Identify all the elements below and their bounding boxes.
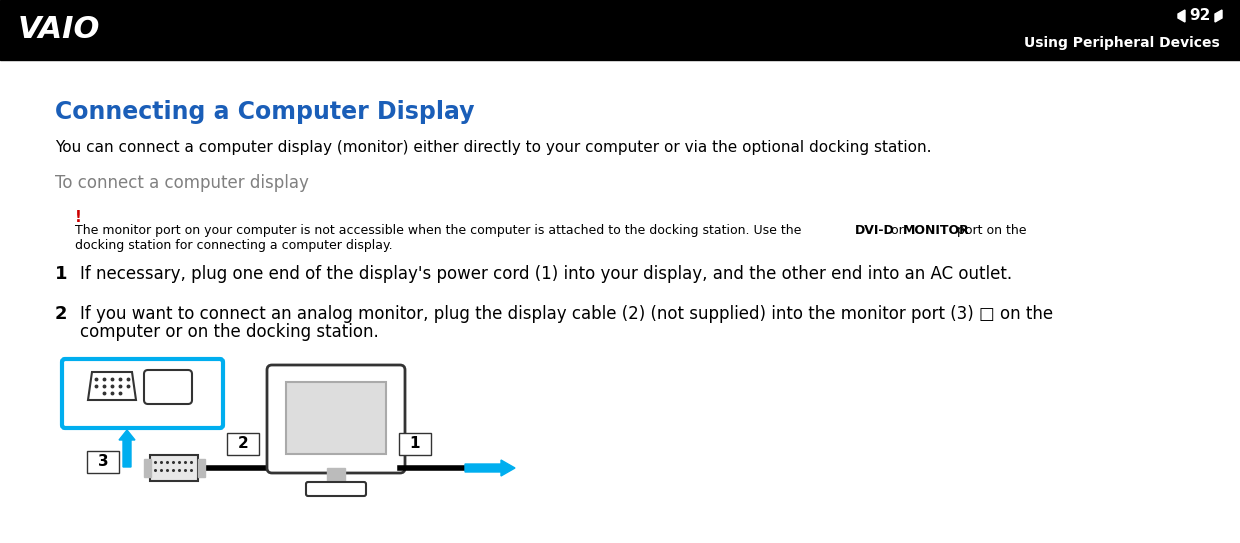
Text: If necessary, plug one end of the display's power cord (1) into your display, an: If necessary, plug one end of the displa… — [81, 265, 1012, 283]
Text: You can connect a computer display (monitor) either directly to your computer or: You can connect a computer display (moni… — [55, 140, 931, 155]
FancyBboxPatch shape — [306, 482, 366, 496]
FancyBboxPatch shape — [267, 365, 405, 473]
Bar — [327, 468, 345, 486]
FancyBboxPatch shape — [144, 370, 192, 404]
Polygon shape — [1215, 10, 1221, 22]
FancyArrow shape — [465, 460, 515, 476]
Text: 3: 3 — [98, 454, 108, 470]
Text: 1: 1 — [55, 265, 67, 283]
Text: The monitor port on your computer is not accessible when the computer is attache: The monitor port on your computer is not… — [74, 224, 805, 237]
FancyArrow shape — [119, 430, 135, 467]
FancyBboxPatch shape — [87, 451, 119, 473]
Text: MONITOR: MONITOR — [903, 224, 970, 237]
Text: 2: 2 — [55, 305, 67, 323]
Bar — [198, 459, 205, 477]
Text: VAIO: VAIO — [19, 16, 100, 45]
Text: DVI-D: DVI-D — [856, 224, 895, 237]
Text: port on the: port on the — [954, 224, 1027, 237]
Text: computer or on the docking station.: computer or on the docking station. — [81, 323, 378, 341]
Text: If you want to connect an analog monitor, plug the display cable (2) (not suppli: If you want to connect an analog monitor… — [81, 305, 1053, 323]
Text: or: or — [887, 224, 908, 237]
Text: 2: 2 — [238, 437, 248, 451]
FancyBboxPatch shape — [227, 433, 259, 455]
FancyBboxPatch shape — [399, 433, 432, 455]
Text: 92: 92 — [1189, 9, 1210, 23]
Text: Using Peripheral Devices: Using Peripheral Devices — [1024, 36, 1220, 50]
Text: !: ! — [74, 210, 82, 225]
Text: Connecting a Computer Display: Connecting a Computer Display — [55, 100, 475, 124]
FancyBboxPatch shape — [150, 455, 198, 481]
Bar — [144, 459, 151, 477]
Text: To connect a computer display: To connect a computer display — [55, 174, 309, 192]
Polygon shape — [1178, 10, 1185, 22]
Text: docking station for connecting a computer display.: docking station for connecting a compute… — [74, 239, 393, 252]
Text: 1: 1 — [409, 437, 420, 451]
FancyBboxPatch shape — [62, 359, 223, 428]
Bar — [286, 382, 386, 454]
Bar — [0, 0, 1240, 60]
